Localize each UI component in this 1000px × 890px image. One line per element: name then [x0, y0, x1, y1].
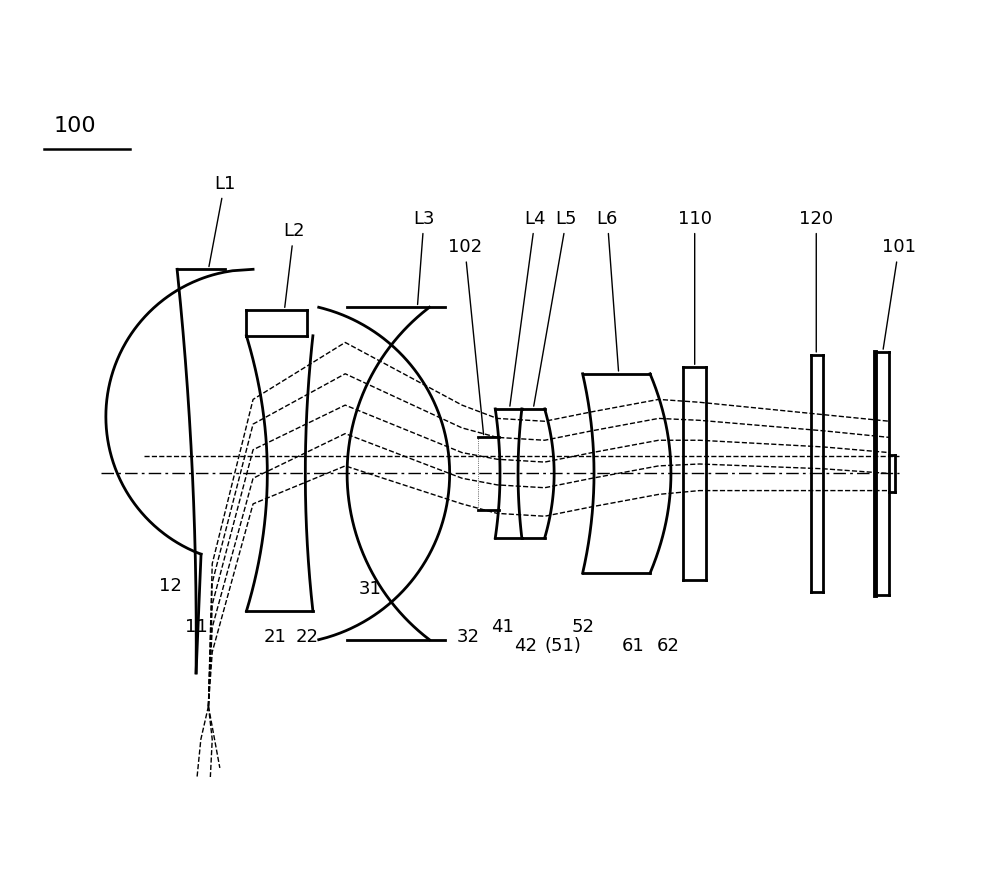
Text: 110: 110 — [678, 210, 712, 364]
Text: 61: 61 — [622, 637, 644, 655]
Text: L5: L5 — [534, 210, 577, 406]
Text: 31: 31 — [358, 580, 381, 598]
Text: 52: 52 — [571, 619, 594, 636]
Text: (51): (51) — [545, 637, 582, 655]
Text: 42: 42 — [514, 637, 537, 655]
Text: L6: L6 — [597, 210, 619, 371]
Text: 12: 12 — [159, 577, 182, 595]
Text: 22: 22 — [296, 627, 319, 646]
Text: 101: 101 — [882, 239, 916, 349]
Text: L1: L1 — [209, 174, 235, 267]
Text: 120: 120 — [799, 210, 833, 352]
Text: 32: 32 — [457, 627, 480, 646]
Text: L3: L3 — [413, 210, 435, 304]
Text: L4: L4 — [510, 210, 546, 406]
Text: L2: L2 — [283, 222, 305, 307]
Text: 102: 102 — [448, 239, 484, 434]
Text: 41: 41 — [491, 619, 514, 636]
Text: 100: 100 — [54, 117, 96, 136]
Text: 11: 11 — [185, 619, 207, 636]
Text: 62: 62 — [657, 637, 680, 655]
Text: 21: 21 — [263, 627, 286, 646]
